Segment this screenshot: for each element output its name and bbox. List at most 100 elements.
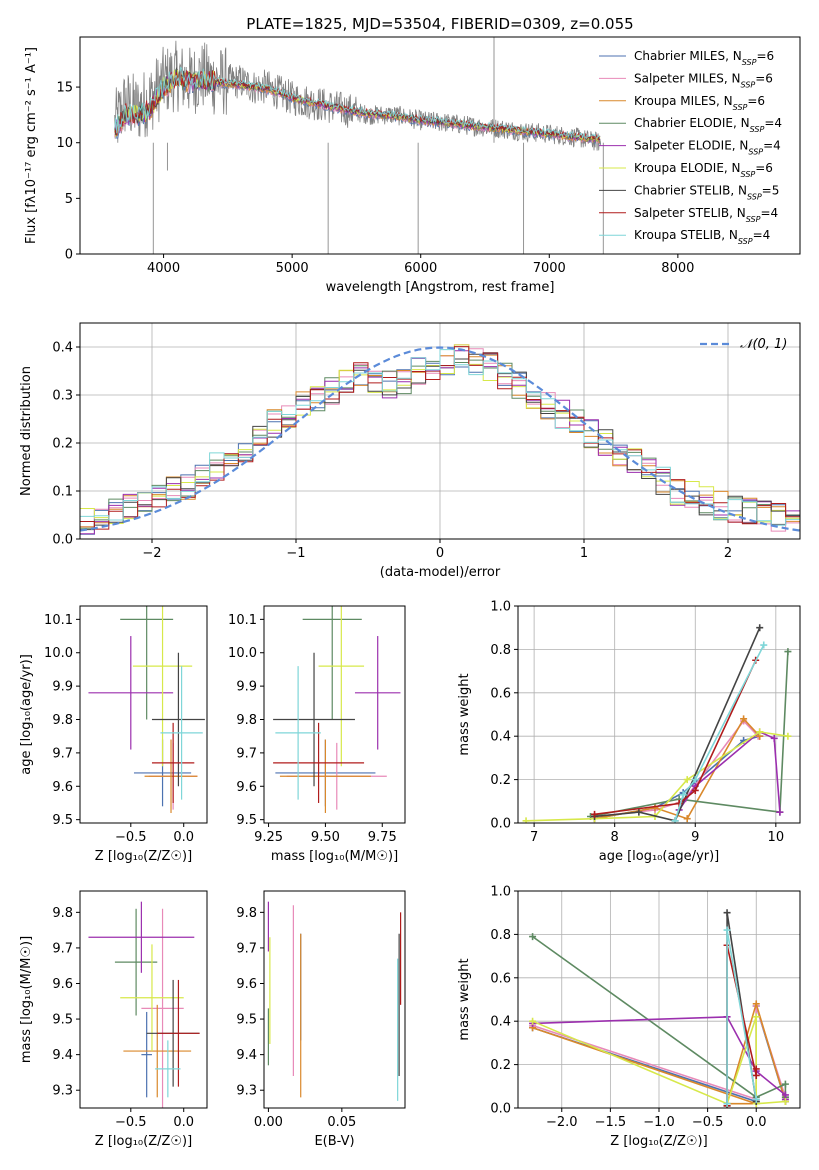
mass-weight-marker [671, 817, 679, 823]
panel-mass-vs-metallicity: −0.5 0.0 9.3 9.4 9.5 9.6 9.7 9.8 Z [log₁₀(Z/Z☉)]… [19, 890, 208, 1149]
y-tick-label: 9.8 [236, 906, 257, 921]
mass-weight-line [590, 651, 789, 818]
panel-weight-vs-metallicity: −2.0 −1.5 −1.0 −0.5 0.0 0.0 0.2 0.4 0.6 0.8 1.0 Z [… [457, 885, 801, 1149]
x-tick-label: −0.5 [692, 1115, 724, 1130]
y-tick-label: 0.0 [490, 1102, 511, 1117]
residuals-plot-area [80, 344, 800, 539]
x-axis-label: (data-model)/error [380, 565, 501, 580]
mass-weight-marker [752, 1065, 760, 1073]
y-tick-label: 9.4 [236, 1048, 257, 1063]
x-tick-label: 0.00 [254, 1115, 283, 1130]
mass-weight-marker [752, 1095, 760, 1103]
mass-weight-marker [752, 1013, 760, 1021]
y-axis-label: mass weight [457, 958, 472, 1040]
x-tick-label: −1 [286, 546, 305, 561]
x-tick-label: −1.0 [643, 1115, 675, 1130]
mass-weight-marker [752, 1071, 760, 1079]
y-tick-label: 9.8 [236, 713, 257, 728]
y-tick-label: 9.5 [52, 1013, 73, 1028]
x-tick-label: 7 [530, 830, 538, 845]
mass-weight-marker [756, 728, 764, 736]
mass-weight-marker [756, 624, 764, 632]
legend-entry: Salpeter ELODIE, NSSP=4 [634, 139, 781, 157]
y-tick-label: 0.6 [490, 686, 511, 701]
panel-age-vs-mass: 9.25 9.50 9.75 9.5 9.6 9.7 9.8 9.9 10.0 10.1 mass … [228, 605, 406, 864]
x-tick-label: 5000 [276, 261, 309, 276]
y-tick-label: 10.1 [44, 613, 73, 628]
age-vs-metallicity-plot-area [88, 606, 205, 813]
weight-vs-age-plot-area [522, 624, 792, 823]
legend-entry: Kroupa ELODIE, NSSP=6 [634, 161, 773, 179]
y-tick-label: 9.6 [236, 780, 257, 795]
mass-weight-marker [522, 817, 530, 823]
y-tick-label: 0.6 [490, 971, 511, 986]
y-tick-label: 1.0 [490, 600, 511, 615]
x-tick-label: 7000 [533, 261, 566, 276]
mass-vs-metallicity-plot-area [88, 901, 200, 1108]
y-tick-label: 9.3 [52, 1084, 73, 1099]
x-tick-label: 9.25 [254, 830, 283, 845]
y-tick-label: 0.0 [490, 817, 511, 832]
legend-entry: 𝒩(0, 1) [740, 337, 787, 352]
figure-title: PLATE=1825, MJD=53504, FIBERID=0309, z=0… [246, 15, 633, 33]
legend-entry: Chabrier STELIB, NSSP=5 [634, 183, 779, 201]
mass-weight-marker [591, 810, 599, 818]
y-axis-label: Flux [fλ10⁻¹⁷ erg cm⁻² s⁻¹ A⁻¹] [24, 47, 39, 244]
mass-weight-line [532, 935, 787, 1099]
mass-weight-line [674, 644, 765, 822]
panel-weight-vs-age: 7 8 9 10 0.0 0.2 0.4 0.6 0.8 1.0 age [log₁₀(age/yr… [457, 600, 801, 864]
y-tick-label: 0.0 [52, 533, 73, 548]
x-tick-label: 1 [580, 546, 588, 561]
plot-frame [79, 36, 801, 255]
mass-weight-marker [691, 776, 699, 784]
y-tick-label: 9.5 [236, 813, 257, 828]
x-axis-label: E(B-V) [314, 1134, 354, 1149]
plot-frame [517, 605, 801, 824]
x-tick-label: 9.50 [311, 830, 340, 845]
x-tick-label: 2 [724, 546, 732, 561]
age-vs-mass-plot-area [273, 606, 401, 813]
x-tick-label: 0.0 [173, 830, 194, 845]
mass-weight-marker [784, 732, 792, 740]
y-tick-label: 9.7 [236, 941, 257, 956]
y-axis-label: Normed distribution [19, 366, 34, 496]
y-tick-label: 15 [56, 81, 73, 96]
x-tick-label: −2.0 [546, 1115, 578, 1130]
x-tick-label: 0 [436, 546, 444, 561]
x-tick-label: 0.05 [327, 1115, 356, 1130]
x-axis-label: Z [log₁₀(Z/Z☉)] [95, 1134, 192, 1149]
mass-weight-marker [776, 808, 784, 816]
y-tick-label: 9.3 [236, 1084, 257, 1099]
y-tick-label: 5 [65, 192, 73, 207]
y-tick-label: 9.5 [52, 813, 73, 828]
mass-weight-marker [529, 1017, 537, 1025]
x-tick-label: 9.75 [368, 830, 397, 845]
mass-weight-marker [770, 734, 778, 742]
x-tick-label: 10 [768, 830, 785, 845]
x-axis-label: Z [log₁₀(Z/Z☉)] [610, 1134, 707, 1149]
normal-curve [80, 346, 800, 532]
panel-mass-vs-extinction: 0.00 0.05 9.3 9.4 9.5 9.6 9.7 9.8 E(B-V) [236, 890, 406, 1149]
y-tick-label: 10 [56, 136, 73, 151]
y-tick-label: 9.9 [52, 680, 73, 695]
y-tick-label: 9.9 [236, 680, 257, 695]
y-tick-label: 9.8 [52, 906, 73, 921]
mass-weight-marker [784, 648, 792, 656]
mass-weight-marker [683, 815, 691, 823]
x-tick-label: 0.0 [173, 1115, 194, 1130]
mass-weight-marker [691, 786, 699, 794]
y-tick-label: 0.2 [490, 1058, 511, 1073]
x-tick-label: −0.5 [115, 830, 147, 845]
y-tick-label: 10.1 [228, 613, 257, 628]
mass-weight-marker [679, 791, 687, 799]
mass-weight-marker [683, 776, 691, 784]
x-axis-label: Z [log₁₀(Z/Z☉)] [95, 849, 192, 864]
mass-weight-marker [651, 804, 659, 812]
y-tick-label: 0.2 [490, 773, 511, 788]
y-tick-label: 1.0 [490, 885, 511, 900]
mass-weight-marker [740, 715, 748, 723]
mass-weight-line [526, 731, 789, 822]
model-spectrum-line [114, 66, 601, 140]
